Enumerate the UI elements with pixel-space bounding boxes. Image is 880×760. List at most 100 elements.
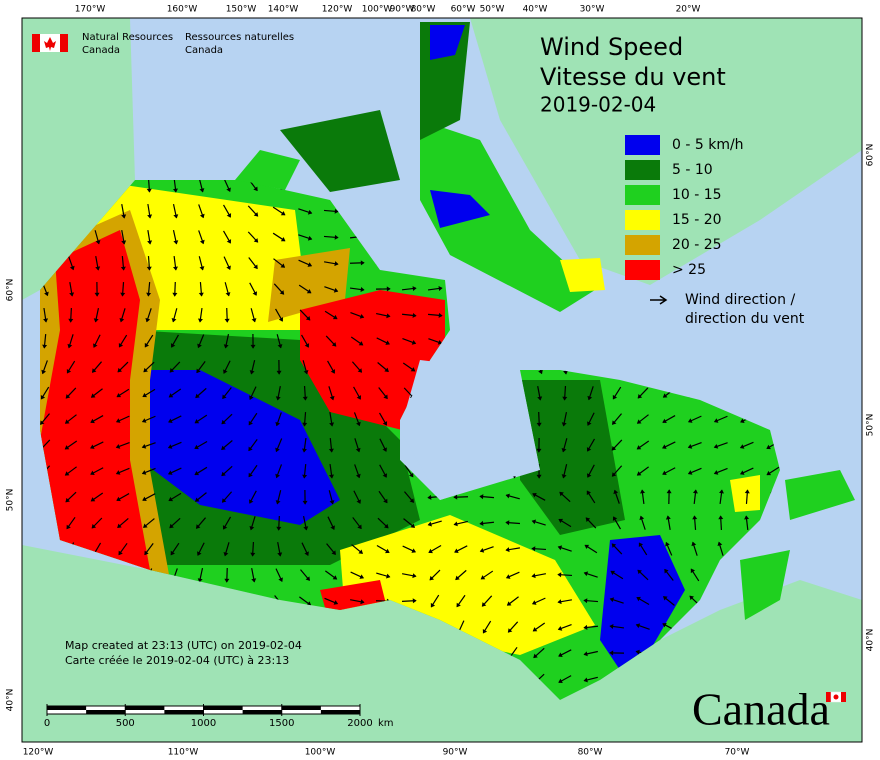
wind-arrow — [740, 467, 754, 475]
wind-arrow — [272, 206, 286, 216]
wind-arrow — [170, 334, 179, 348]
arrow-head — [225, 292, 231, 297]
wind-arrow — [401, 286, 417, 292]
arrow-head — [331, 342, 337, 347]
wind-arrow — [637, 387, 649, 399]
wind-arrow — [40, 413, 50, 425]
arrow-head — [66, 368, 72, 374]
wind-arrow — [275, 438, 283, 453]
arrow-head — [537, 396, 543, 401]
wind-arrow — [561, 438, 568, 453]
wind-arrow — [585, 517, 597, 529]
arrow-head — [222, 394, 227, 400]
wind-arrow — [196, 361, 206, 374]
wind-arrow — [329, 463, 334, 479]
graticule-label: 100°W — [305, 748, 336, 758]
wind-zones — [40, 180, 685, 685]
arrow-head — [329, 474, 334, 479]
wind-arrow — [221, 491, 233, 503]
wind-arrow — [194, 466, 208, 476]
arrow-head — [558, 518, 564, 524]
graticule-label: 170°W — [75, 5, 106, 15]
graticule-label: 70°W — [725, 748, 750, 758]
wind-arrow — [636, 466, 649, 476]
wind-arrow — [640, 489, 645, 505]
wind-arrow — [379, 464, 388, 478]
wind-arrow — [277, 542, 283, 557]
title-en: Wind Speed — [540, 33, 683, 61]
wind-arrow — [609, 650, 625, 656]
wind-arrow — [194, 440, 208, 450]
arrow-head — [561, 474, 567, 479]
wind-arrow — [713, 442, 728, 449]
wind-arrow — [376, 313, 391, 319]
wind-arrow — [587, 386, 594, 401]
zone-0-5 — [430, 25, 465, 60]
dept-fr: Ressources naturelles — [185, 32, 294, 43]
arrow-head — [583, 677, 588, 683]
arrow-head — [586, 473, 592, 478]
wind-arrow — [427, 520, 442, 527]
wind-arrow — [198, 180, 205, 193]
wind-arrow — [533, 647, 545, 659]
canada-wordmark: Canada — [692, 684, 846, 735]
wind-arrow — [402, 573, 417, 579]
wind-arrow — [323, 208, 339, 214]
arrow-head — [115, 470, 121, 475]
wind-arrow — [401, 312, 417, 318]
legend-label: 10 - 15 — [672, 187, 722, 203]
arrow-head — [612, 516, 618, 521]
arrow-head — [533, 653, 538, 659]
graticule-label: 40°N — [6, 689, 16, 712]
arrow-head — [248, 446, 253, 452]
arrow-head — [563, 370, 569, 375]
arrow-head — [455, 575, 460, 581]
arrow-head — [330, 369, 336, 374]
arrow-head — [144, 342, 150, 348]
arrow-head — [356, 421, 361, 427]
arrow-head — [386, 286, 391, 292]
wind-arrow — [586, 490, 596, 504]
wind-arrow — [169, 517, 181, 529]
arrow-head — [280, 237, 286, 242]
graticule-label: 120°W — [322, 5, 353, 15]
arrow-head — [611, 472, 617, 477]
wind-arrow — [637, 569, 649, 581]
arrow-head — [146, 188, 152, 193]
arrow-head — [583, 571, 589, 577]
wind-arrow — [275, 490, 282, 505]
wind-arrow — [301, 334, 310, 348]
wind-arrow — [558, 675, 572, 684]
arrow-head — [662, 444, 667, 449]
wind-arrow — [198, 256, 205, 271]
wind-arrow — [223, 360, 231, 374]
arrow-head — [307, 235, 313, 241]
wind-arrow — [328, 437, 334, 453]
arrow-head — [356, 395, 362, 400]
wind-arrow — [662, 415, 676, 424]
wind-arrow — [247, 231, 259, 243]
wind-arrow — [224, 307, 230, 323]
wind-arrow — [377, 362, 389, 372]
arrow-head — [692, 489, 698, 494]
arrow-head — [718, 515, 724, 520]
wind-arrow — [173, 255, 178, 271]
wind-arrow — [665, 515, 671, 531]
wind-arrow — [248, 412, 258, 426]
arrow-head — [583, 624, 588, 630]
scale-segment — [320, 710, 360, 714]
arrow-head — [198, 292, 204, 297]
arrow-head — [221, 498, 227, 503]
arrow-head — [307, 262, 313, 267]
wind-arrow — [557, 623, 572, 631]
wind-arrow — [613, 489, 620, 504]
scale-unit: km — [378, 718, 394, 729]
wind-arrow — [222, 387, 232, 400]
arrow-head — [250, 552, 256, 557]
wind-arrow — [168, 388, 182, 398]
arrow-head — [355, 447, 361, 453]
arrow-head — [253, 186, 258, 192]
wind-arrow — [223, 230, 232, 244]
nrcan-signature: Natural Resources Canada Ressources natu… — [32, 32, 294, 56]
wind-arrow — [94, 281, 100, 297]
